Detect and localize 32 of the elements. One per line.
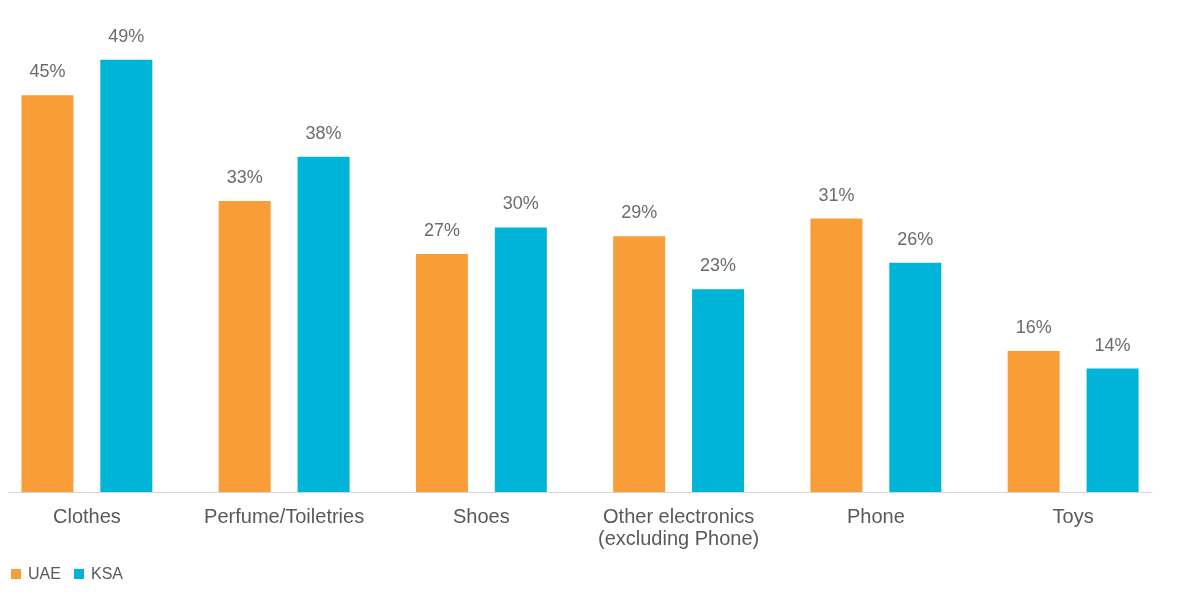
data-label: 31%: [818, 184, 855, 205]
bar: [100, 59, 153, 492]
bar: [1086, 368, 1139, 492]
x-tick-label: Toys: [1052, 504, 1094, 527]
data-label: 38%: [305, 122, 342, 143]
x-tick-label: Phone: [846, 504, 905, 527]
data-label: 27%: [423, 219, 460, 240]
legend-label: KSA: [91, 565, 124, 582]
bar: [494, 227, 547, 492]
bar: [21, 95, 74, 492]
bar: [415, 253, 468, 492]
data-label: 30%: [502, 193, 539, 214]
data-label: 33%: [226, 166, 263, 187]
bar: [810, 218, 863, 492]
bar: [613, 236, 666, 492]
data-label: 14%: [1094, 334, 1131, 355]
data-label: 29%: [621, 202, 658, 223]
data-label: 23%: [700, 255, 737, 276]
bar: [1007, 350, 1060, 492]
bar: [218, 200, 271, 492]
bar: [692, 289, 745, 492]
x-tick-label: Other electronics (excluding Phone): [598, 504, 760, 549]
bar: [297, 156, 350, 492]
x-tick-label: Clothes: [52, 504, 121, 527]
data-label: 49%: [108, 25, 145, 46]
x-tick-label: Shoes: [453, 504, 510, 527]
bar: [889, 262, 942, 492]
data-label: 45%: [29, 61, 66, 82]
data-label: 16%: [1015, 316, 1052, 337]
legend-label: UAE: [28, 565, 61, 582]
data-label: 26%: [897, 228, 934, 249]
x-tick-label: Perfume/Toiletries: [204, 504, 365, 527]
